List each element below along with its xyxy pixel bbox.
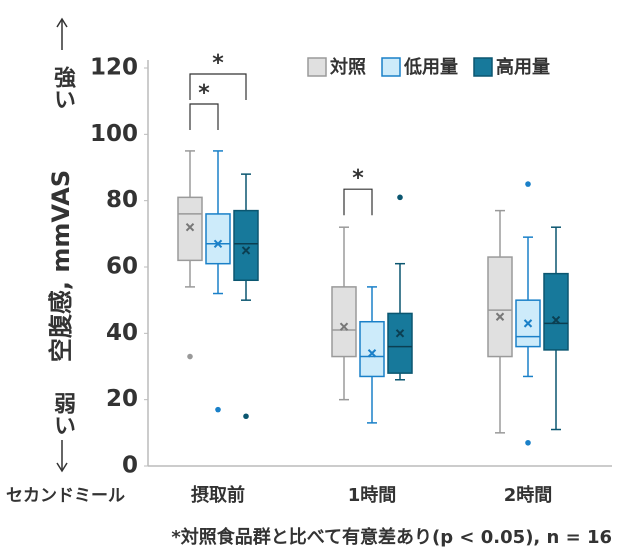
mean-marker	[551, 315, 561, 325]
mean-marker	[367, 349, 377, 358]
box	[331, 286, 357, 358]
weak-label: 弱い	[50, 392, 76, 436]
y-tick-label: 0	[122, 453, 138, 479]
significance-bracket	[189, 103, 219, 130]
y-tick-label: 80	[106, 187, 138, 213]
outlier	[525, 181, 531, 187]
y-axis-title: 空腹感, mmVAS	[47, 170, 75, 362]
significance-bracket	[343, 188, 373, 216]
significance-label: *	[198, 81, 210, 106]
mean-marker	[185, 222, 195, 232]
x-tick-label: 摂取前	[191, 484, 245, 506]
legend-swatch	[473, 57, 493, 77]
y-tick-label: 120	[90, 55, 138, 81]
box	[387, 312, 413, 374]
outlier	[215, 406, 221, 413]
arrow-head	[56, 17, 68, 28]
box	[177, 196, 203, 262]
mean-marker	[339, 322, 349, 331]
outlier	[187, 353, 193, 360]
significance-bracket	[189, 73, 247, 100]
mean-marker	[495, 312, 505, 321]
arrow-head	[56, 462, 68, 473]
strong-label: 強い	[50, 65, 76, 110]
legend-label: 低用量	[403, 56, 458, 78]
significance-label: *	[212, 51, 224, 76]
mean-marker	[241, 246, 251, 255]
outlier	[397, 194, 403, 201]
legend-label: 高用量	[496, 56, 550, 78]
x-tick-label: 2時間	[504, 485, 553, 506]
mean-marker	[523, 319, 533, 328]
outlier	[525, 439, 531, 446]
mean-marker	[213, 239, 223, 248]
box	[359, 320, 385, 378]
y-tick-label: 20	[106, 386, 138, 412]
box	[487, 256, 513, 358]
x-axis-title: セカンドミール	[6, 486, 125, 506]
mean-marker	[395, 329, 405, 338]
x-tick-label: 1時間	[348, 485, 397, 506]
box	[233, 209, 259, 282]
legend-swatch	[381, 57, 401, 77]
box	[205, 213, 231, 265]
significance-label: *	[352, 166, 364, 191]
box	[543, 272, 569, 351]
legend-swatch	[307, 57, 327, 77]
outlier	[243, 413, 249, 420]
y-tick-label: 60	[106, 254, 138, 280]
footnote: *対照食品群と比べて有意差あり(p < 0.05), n = 16	[171, 526, 612, 548]
legend-label: 対照	[329, 56, 366, 78]
y-tick-label: 40	[106, 320, 138, 346]
y-tick-label: 100	[90, 121, 138, 147]
